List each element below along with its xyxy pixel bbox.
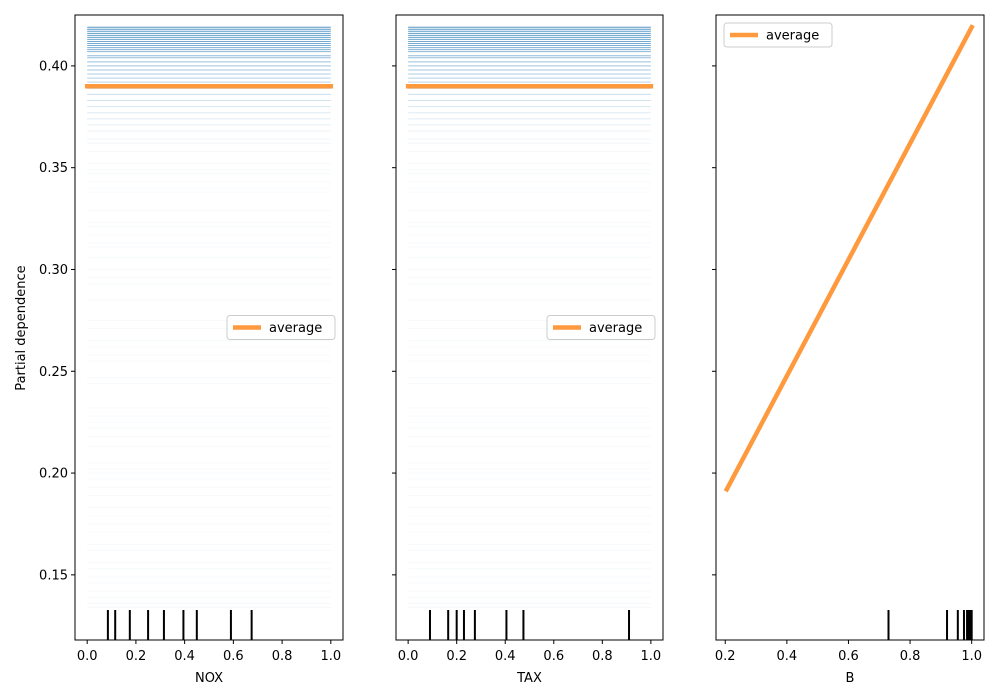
panel-tax: 0.0 0.2 0.4 0.6 0.8 1.0 TAX average bbox=[392, 14, 664, 686]
legend-box bbox=[723, 22, 833, 48]
x-tick-label: 0.6 bbox=[543, 649, 564, 664]
y-tick-label: 0.25 bbox=[39, 365, 68, 380]
x-tick-label: 0.4 bbox=[495, 649, 516, 664]
x-tick-label: 0.2 bbox=[126, 649, 147, 664]
legend-label: average bbox=[269, 321, 322, 336]
x-tick-label: 0.8 bbox=[900, 649, 921, 664]
legend: average bbox=[546, 315, 656, 340]
x-tick-label: 0.6 bbox=[838, 649, 859, 664]
panel-nox: 0.0 0.2 0.4 0.6 0.8 1.0 NOX 0.15 0.20 0.25 0.30 0.3… bbox=[39, 14, 344, 686]
axes-frame bbox=[715, 14, 985, 641]
legend: average bbox=[226, 315, 336, 340]
axes-frame bbox=[74, 14, 344, 641]
legend-box bbox=[546, 315, 656, 340]
x-axis-label: B bbox=[846, 671, 855, 686]
x-tick-label: 0.8 bbox=[272, 649, 293, 664]
x-tick-label: 0.6 bbox=[223, 649, 244, 664]
legend-box bbox=[226, 315, 336, 340]
y-tick-label: 0.15 bbox=[39, 568, 68, 583]
x-tick-label: 0.2 bbox=[715, 649, 736, 664]
x-axis-label: TAX bbox=[516, 671, 542, 686]
x-tick-label: 0.0 bbox=[77, 649, 98, 664]
x-tick-label: 0.0 bbox=[398, 649, 419, 664]
x-tick-label: 1.0 bbox=[320, 649, 341, 664]
legend-label: average bbox=[589, 321, 642, 336]
y-tick-label: 0.30 bbox=[39, 263, 68, 278]
legend: average bbox=[723, 22, 833, 48]
y-tick-label: 0.40 bbox=[39, 59, 68, 74]
x-tick-label: 1.0 bbox=[961, 649, 982, 664]
legend-label: average bbox=[766, 29, 819, 44]
y-axis-label: Partial dependence bbox=[14, 265, 29, 390]
x-tick-label: 0.8 bbox=[592, 649, 613, 664]
average-line bbox=[723, 24, 975, 493]
x-tick-label: 0.2 bbox=[446, 649, 467, 664]
x-tick-label: 1.0 bbox=[641, 649, 662, 664]
x-tick-label: 0.4 bbox=[777, 649, 798, 664]
x-axis-label: NOX bbox=[195, 671, 223, 686]
x-tick-label: 0.4 bbox=[174, 649, 195, 664]
y-tick-label: 0.20 bbox=[39, 467, 68, 482]
axes-frame bbox=[395, 14, 664, 641]
y-tick-label: 0.35 bbox=[39, 161, 68, 176]
